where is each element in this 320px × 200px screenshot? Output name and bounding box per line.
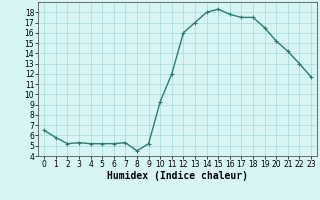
X-axis label: Humidex (Indice chaleur): Humidex (Indice chaleur) — [107, 171, 248, 181]
